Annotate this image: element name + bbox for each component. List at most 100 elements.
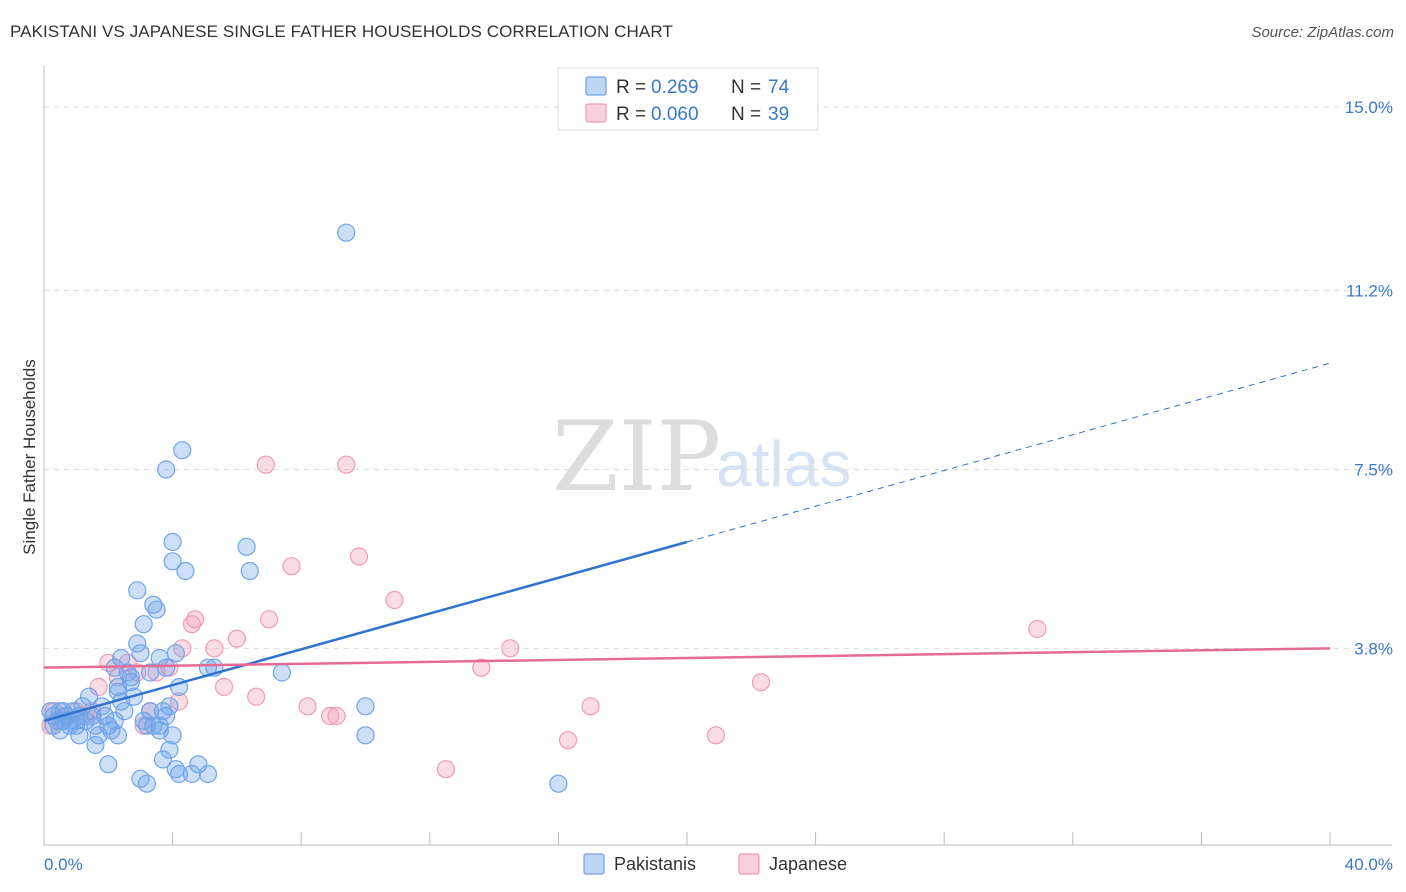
japanese-point [327, 706, 346, 726]
japanese-point [247, 687, 266, 706]
pakistanis-point [272, 663, 292, 682]
chart-title: PAKISTANI VS JAPANESE SINGLE FATHER HOUS… [10, 22, 673, 41]
pakistanis-point [160, 740, 179, 759]
japanese-point [385, 590, 404, 610]
pakistanis-point [67, 716, 86, 735]
legend-swatch-pakistanis [585, 76, 607, 96]
pakistanis-point [144, 595, 163, 614]
pakistanis-point [163, 532, 182, 552]
japanese-point [706, 726, 726, 745]
legend-r-label-0: R = [616, 77, 646, 98]
trend-lines [43, 362, 1331, 723]
pakistanis-point [182, 764, 201, 784]
pakistanis-point [128, 634, 147, 653]
legend-r-label-1: R = [616, 104, 646, 125]
legend-n-value-1: 39 [768, 104, 789, 125]
pakistanis-point [108, 677, 128, 697]
pakistanis-point [356, 726, 375, 745]
x-tick-labels: 0.0% 40.0% [44, 855, 1393, 874]
y-axis-label: Single Father Households [20, 359, 39, 555]
pakistanis-point [108, 726, 128, 745]
pakistanis-point [115, 702, 134, 721]
correlation-legend: R = 0.269 N = 74 R = 0.060 N = 39 [557, 67, 819, 131]
bottom-legend-japanese: Japanese [769, 854, 847, 874]
watermark-atlas: atlas [716, 428, 851, 500]
pakistanis-point [173, 441, 192, 460]
japanese-point [558, 731, 578, 750]
japanese-point [436, 760, 455, 779]
pakistanis-point [163, 552, 182, 571]
pakistanis-point [128, 581, 147, 600]
watermark-zip: ZIP [552, 401, 721, 513]
y-tick-label: 15.0% [1345, 98, 1393, 117]
pakistanis-point [337, 223, 356, 242]
legend-n-value-0: 74 [768, 77, 790, 98]
pakistanis-point [169, 764, 189, 784]
grid-lines [44, 106, 1392, 649]
pakistanis-point [150, 648, 169, 668]
japanese-point [186, 610, 205, 629]
pakistanis-point [112, 648, 131, 668]
japanese-point [1028, 619, 1047, 639]
japanese-point [259, 610, 279, 629]
legend-r-value-1: 0.060 [651, 104, 699, 125]
legend-box [557, 67, 819, 131]
pakistanis-point [166, 644, 185, 663]
source-label: Source: ZipAtlas.com [1251, 24, 1394, 41]
pakistanis-point [160, 697, 179, 716]
bottom-legend-swatch-pakistanis [583, 853, 605, 875]
pakistanis-point [95, 706, 115, 726]
pakistanis-point [189, 755, 208, 774]
japanese-point [89, 677, 108, 697]
bottom-legend-pakistanis: Pakistanis [614, 854, 696, 874]
pakistanis-point [150, 716, 169, 735]
pakistanis-point [105, 711, 124, 730]
pakistanis-point [147, 600, 166, 619]
y-tick-labels: 3.8% 7.5% 11.2% 15.0% [1345, 98, 1393, 658]
japanese-point [751, 673, 771, 692]
pakistanis-point [99, 755, 118, 774]
series-japanese-points [41, 455, 1047, 779]
japanese-point [205, 639, 224, 658]
y-tick-label: 3.8% [1354, 639, 1393, 658]
bottom-legend-swatch-japanese [738, 853, 760, 875]
x-tick-label-max: 40.0% [1345, 855, 1393, 874]
pakistanis-point [163, 726, 182, 745]
japanese-point [182, 615, 201, 634]
legend-swatch-japanese [585, 103, 607, 123]
japanese-point [581, 697, 600, 716]
japanese-point [298, 697, 317, 716]
japanese-point [227, 629, 246, 648]
japanese-point [256, 455, 275, 474]
legend-r-value-0: 0.269 [651, 77, 699, 98]
pakistanis-point [137, 774, 156, 793]
series-pakistanis-points [41, 223, 568, 793]
legend-n-label-0: N = [731, 77, 761, 98]
pakistanis-point [157, 658, 176, 677]
pakistanis-point [70, 726, 89, 745]
y-tick-label: 11.2% [1346, 282, 1393, 301]
pakistanis-point [134, 615, 153, 634]
pakistanis-point [157, 460, 176, 479]
pakistanis-point [86, 735, 105, 755]
pakistanis-point [198, 764, 218, 784]
japanese-point [282, 557, 301, 576]
x-tick-label-min: 0.0% [44, 855, 83, 874]
series-legend: Pakistanis Japanese [583, 853, 847, 875]
japanese-point [472, 658, 491, 677]
pakistanis-point [157, 706, 176, 726]
japanese-point [169, 692, 189, 711]
japanese-point [349, 547, 369, 566]
japanese-trend-line [43, 647, 1331, 669]
pakistanis-point [237, 537, 256, 556]
pakistanis-point [240, 561, 259, 581]
legend-n-label-1: N = [731, 104, 761, 125]
japanese-point [214, 677, 234, 697]
pakistanis-point [79, 687, 99, 706]
japanese-point [321, 706, 340, 726]
pakistanis-point [121, 668, 140, 687]
pakistanis-point [131, 644, 150, 663]
pakistanis-trend-extension [686, 362, 1331, 543]
pakistanis-point [356, 697, 375, 716]
